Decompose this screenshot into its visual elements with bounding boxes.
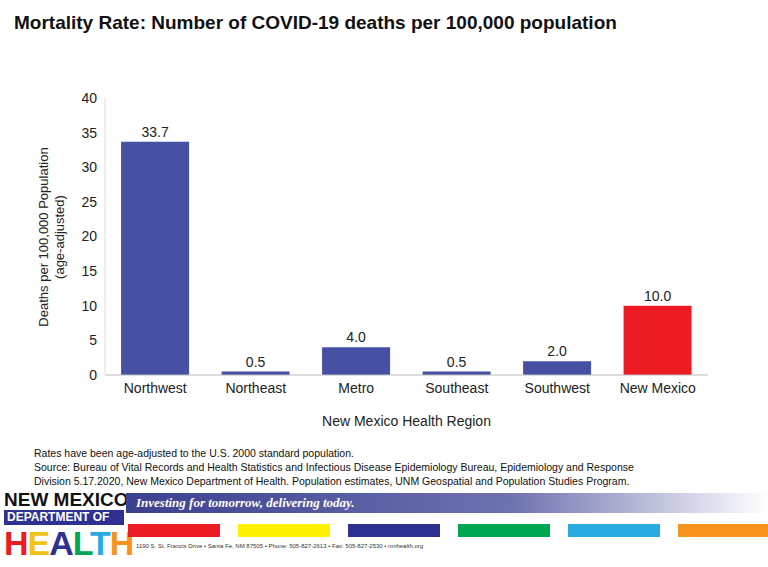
svg-text:10.0: 10.0 bbox=[644, 288, 671, 304]
svg-text:Northwest: Northwest bbox=[124, 380, 187, 396]
svg-text:35: 35 bbox=[81, 125, 97, 141]
svg-text:10: 10 bbox=[81, 298, 97, 314]
svg-text:Southwest: Southwest bbox=[525, 380, 590, 396]
svg-text:Metro: Metro bbox=[338, 380, 374, 396]
svg-text:New Mexico Health Region: New Mexico Health Region bbox=[322, 413, 491, 429]
svg-text:20: 20 bbox=[81, 228, 97, 244]
html-text:1190 S. St. Francis Drive • Sa: 1190 S. St. Francis Drive • Santa Fe, NM… bbox=[136, 543, 424, 549]
html-text:Source: Bureau of Vital Record: Source: Bureau of Vital Records and Heal… bbox=[34, 461, 634, 473]
svg-text:New Mexico: New Mexico bbox=[620, 380, 696, 396]
html-text:Investing for tomorrow, delive: Investing for tomorrow, delivering today… bbox=[136, 495, 355, 510]
html-text:Division 5.17.2020, New Mexico: Division 5.17.2020, New Mexico Departmen… bbox=[34, 475, 630, 487]
svg-text:33.7: 33.7 bbox=[141, 124, 168, 140]
svg-text:2.0: 2.0 bbox=[547, 343, 567, 359]
svg-text:30: 30 bbox=[81, 159, 97, 175]
html-text:DEPARTMENT OF: DEPARTMENT OF bbox=[7, 510, 110, 524]
svg-text:4.0: 4.0 bbox=[346, 329, 366, 345]
svg-text:25: 25 bbox=[81, 194, 97, 210]
svg-text:Northeast: Northeast bbox=[225, 380, 286, 396]
svg-text:40: 40 bbox=[81, 90, 97, 106]
svg-text:0: 0 bbox=[89, 367, 97, 383]
html-text:Deaths per 100,000 Population: Deaths per 100,000 Population bbox=[36, 147, 51, 327]
svg-text:5: 5 bbox=[89, 332, 97, 348]
html-text:NEW MEXICO: NEW MEXICO bbox=[4, 489, 129, 510]
html-text:H E A L T H: H E A L T H bbox=[4, 524, 134, 562]
svg-text:15: 15 bbox=[81, 263, 97, 279]
svg-text:Southeast: Southeast bbox=[425, 380, 488, 396]
html-text:Mortality Rate: Number of COVI: Mortality Rate: Number of COVID-19 death… bbox=[14, 12, 617, 33]
svg-text:0.5: 0.5 bbox=[447, 354, 467, 370]
html-text:Rates have been age-adjusted t: Rates have been age-adjusted to the U.S.… bbox=[34, 447, 354, 459]
html-text:(age-adjusted): (age-adjusted) bbox=[52, 195, 67, 279]
svg-text:0.5: 0.5 bbox=[246, 354, 266, 370]
